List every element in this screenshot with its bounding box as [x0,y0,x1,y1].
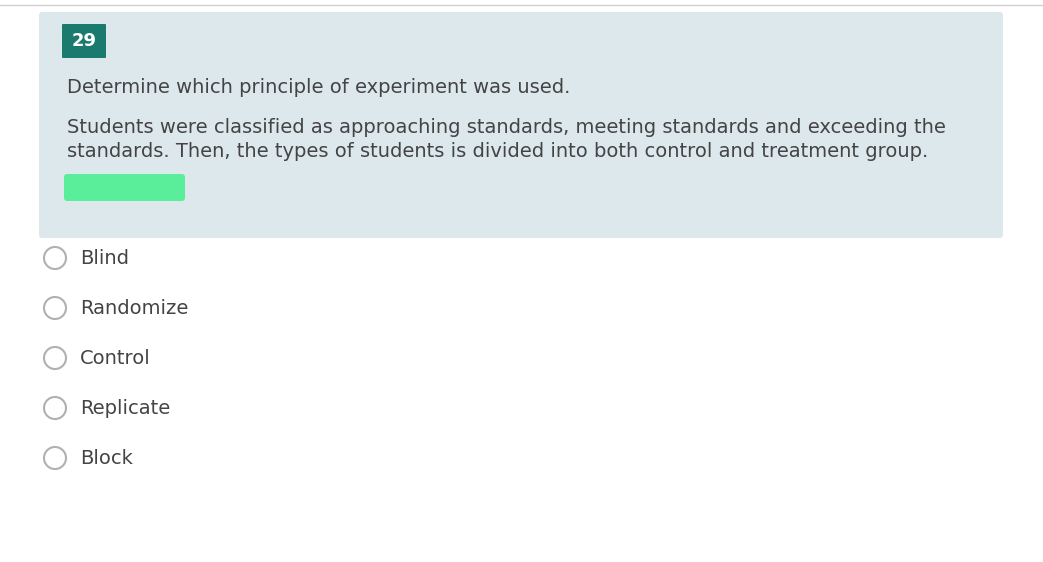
Text: Determine which principle of experiment was used.: Determine which principle of experiment … [67,78,571,97]
Text: Control: Control [80,348,151,368]
Text: Students were classified as approaching standards, meeting standards and exceedi: Students were classified as approaching … [67,118,946,137]
Circle shape [44,397,66,419]
Text: Block: Block [80,448,132,468]
Text: Replicate: Replicate [80,398,170,418]
Text: 29: 29 [72,32,97,50]
Circle shape [44,347,66,369]
Circle shape [44,447,66,469]
FancyBboxPatch shape [64,174,185,201]
FancyBboxPatch shape [39,12,1003,238]
Text: Randomize: Randomize [80,298,189,318]
Circle shape [44,297,66,319]
Circle shape [44,247,66,269]
FancyBboxPatch shape [62,24,106,58]
Text: standards. Then, the types of students is divided into both control and treatmen: standards. Then, the types of students i… [67,142,928,161]
Text: Blind: Blind [80,248,129,268]
